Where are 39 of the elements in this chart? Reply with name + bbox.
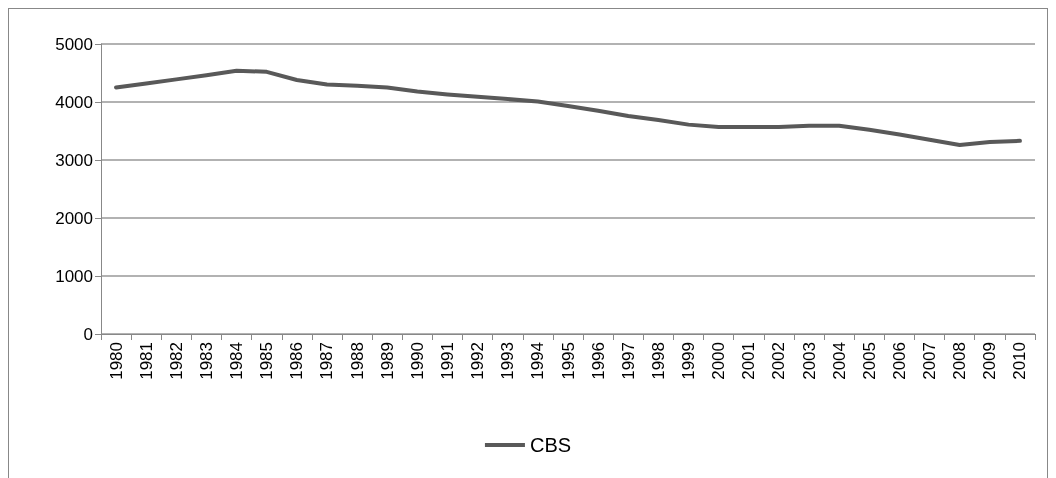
x-tick-label: 1992 (468, 342, 488, 380)
x-tick-label: 1990 (407, 342, 427, 380)
x-tick-label: 1989 (377, 342, 397, 380)
line-series (114, 68, 1022, 147)
x-tick-label: 2009 (980, 342, 1000, 380)
x-tick-label: 1983 (196, 342, 216, 380)
x-tick-label: 2003 (799, 342, 819, 380)
x-tick-label: 1998 (648, 342, 668, 380)
x-tick-label: 1991 (437, 342, 457, 380)
y-tick-label: 4000 (55, 92, 93, 112)
x-tick-label: 1993 (498, 342, 518, 380)
y-tick-label: 3000 (55, 150, 93, 170)
y-tick-label: 5000 (55, 34, 93, 54)
x-tick-label: 1995 (558, 342, 578, 380)
x-tick-label: 2001 (739, 342, 759, 380)
legend-label: CBS (529, 434, 572, 456)
y-tick-label: 2000 (55, 208, 93, 228)
x-tick-label: 2007 (920, 342, 940, 380)
y-tick-label: 0 (83, 324, 93, 344)
x-tick-label: 1985 (257, 342, 277, 380)
x-tick-label: 1987 (317, 342, 337, 380)
x-tick-label: 2005 (859, 342, 879, 380)
x-tick-label: 1988 (347, 342, 367, 380)
x-tick-label: 2010 (1010, 342, 1030, 380)
x-tick-label: 2000 (709, 342, 729, 380)
x-tick-label: 2006 (889, 342, 909, 380)
x-tick-label: 1984 (227, 342, 247, 380)
x-tick-label: 1982 (166, 342, 186, 380)
x-tick-label: 1994 (528, 342, 548, 380)
x-tick-label: 1996 (588, 342, 608, 380)
x-tick-label: 1997 (618, 342, 638, 380)
x-tick-label: 2002 (769, 342, 789, 380)
x-tick-label: 1980 (106, 342, 126, 380)
x-tick-label: 2008 (950, 342, 970, 380)
x-tick-label: 1986 (287, 342, 307, 380)
x-tick-label: 1999 (679, 342, 699, 380)
x-tick-label: 2004 (829, 342, 849, 380)
y-tick-label: 1000 (55, 266, 93, 286)
x-tick-label: 1981 (136, 342, 156, 380)
